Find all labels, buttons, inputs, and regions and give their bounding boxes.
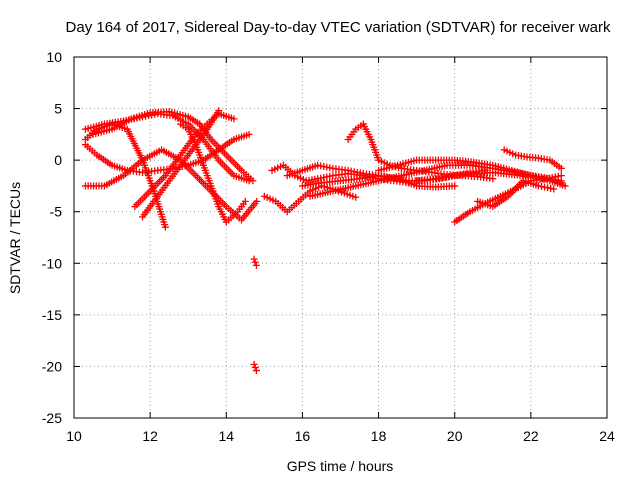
x-tick-label: 14 (218, 428, 234, 444)
series-arc-21 (413, 169, 565, 187)
plot-frame (73, 56, 608, 419)
data-point (251, 258, 259, 266)
data-point (451, 182, 459, 190)
data-point (251, 363, 259, 371)
x-tick-label: 12 (142, 428, 158, 444)
y-tick-label: 0 (54, 152, 62, 168)
x-tick-label: 18 (371, 428, 387, 444)
data-point (161, 223, 169, 231)
y-axis-title: SDTVAR / TECUs (7, 182, 23, 294)
series-arc-5 (89, 108, 257, 185)
y-tick-label: -10 (42, 255, 62, 271)
data-point (352, 193, 360, 201)
x-tick-label: 10 (66, 428, 82, 444)
data-layer (81, 107, 569, 375)
data-point (557, 179, 565, 187)
data-point (252, 261, 260, 269)
x-tick-label: 16 (295, 428, 311, 444)
data-point (252, 367, 260, 375)
series-arc-14 (298, 172, 459, 191)
series-arc-3 (81, 146, 261, 224)
y-tick-label: -5 (50, 204, 63, 220)
y-tick-label: -25 (42, 410, 62, 426)
x-tick-label: 24 (599, 428, 615, 444)
x-axis-title: GPS time / hours (287, 458, 394, 474)
data-point (561, 182, 569, 190)
tick-layer: 10 12 14 16 18 20 22 24 -25 -20 -15 -10 -5 0 5 10 (42, 49, 615, 444)
data-point (253, 197, 261, 205)
data-point (489, 175, 497, 183)
y-tick-label: 5 (54, 101, 62, 117)
series-arc-20 (500, 146, 565, 172)
data-point (230, 115, 238, 123)
y-tick-label: 10 (46, 49, 62, 65)
series-arc-17 (375, 156, 569, 190)
data-point (250, 360, 258, 368)
data-point (250, 255, 258, 263)
data-point (241, 197, 249, 205)
grid-layer (74, 57, 607, 418)
data-point (557, 172, 565, 180)
chart-title: Day 164 of 2017, Sidereal Day-to-day VTE… (66, 19, 611, 36)
y-tick-label: -20 (42, 358, 62, 374)
data-point (550, 185, 558, 193)
data-point (557, 164, 565, 172)
x-tick-label: 20 (447, 428, 463, 444)
series-arc-10 (250, 360, 260, 375)
data-point (245, 130, 253, 138)
series-arc-19 (474, 177, 558, 211)
series-arc-9 (250, 255, 260, 269)
series-arc-8 (177, 120, 249, 226)
x-tick-label: 22 (523, 428, 539, 444)
data-point (249, 177, 257, 185)
data-point (215, 107, 223, 115)
y-tick-label: -15 (42, 307, 62, 323)
